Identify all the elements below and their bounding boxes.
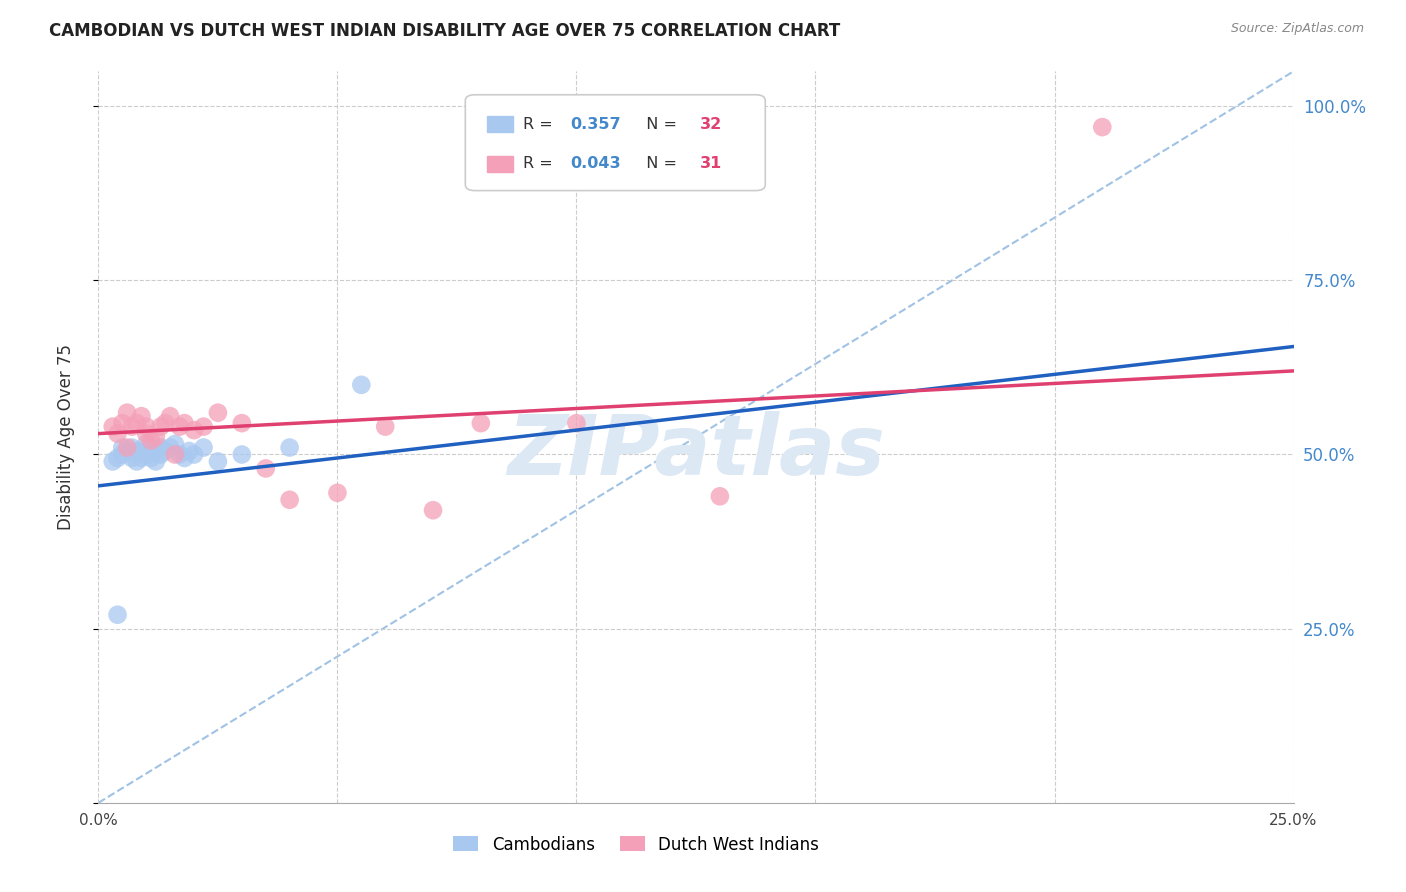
Text: CAMBODIAN VS DUTCH WEST INDIAN DISABILITY AGE OVER 75 CORRELATION CHART: CAMBODIAN VS DUTCH WEST INDIAN DISABILIT…: [49, 22, 841, 40]
Point: [149, 448, 172, 462]
Point: [254, 461, 277, 475]
Point: [121, 450, 143, 465]
Point: [139, 450, 162, 465]
Point: [709, 489, 731, 503]
Point: [278, 492, 301, 507]
Y-axis label: Disability Age Over 75: Disability Age Over 75: [56, 344, 75, 530]
Point: [111, 441, 134, 455]
Text: 31: 31: [700, 156, 721, 171]
Point: [149, 441, 172, 455]
Point: [111, 448, 134, 462]
Text: ZIPatlas: ZIPatlas: [508, 411, 884, 492]
Point: [159, 441, 181, 455]
Point: [163, 437, 186, 451]
Point: [111, 416, 134, 430]
Point: [374, 419, 396, 434]
Point: [115, 444, 138, 458]
Text: 0.043: 0.043: [571, 156, 621, 171]
Point: [139, 441, 162, 455]
Text: N =: N =: [636, 156, 682, 171]
Point: [125, 444, 148, 458]
Point: [115, 441, 138, 455]
Point: [159, 409, 181, 424]
Point: [101, 419, 124, 434]
Point: [231, 448, 253, 462]
Point: [350, 377, 373, 392]
Point: [145, 454, 167, 468]
Point: [179, 444, 201, 458]
Point: [107, 450, 129, 465]
Point: [107, 607, 129, 622]
Text: R =: R =: [523, 156, 558, 171]
Bar: [486, 156, 513, 172]
Point: [173, 416, 195, 430]
Text: Source: ZipAtlas.com: Source: ZipAtlas.com: [1230, 22, 1364, 36]
Point: [149, 419, 172, 434]
Point: [155, 444, 177, 458]
Point: [101, 454, 124, 468]
Point: [565, 416, 588, 430]
Point: [183, 423, 205, 437]
Point: [121, 441, 143, 455]
Point: [183, 448, 205, 462]
Point: [278, 441, 301, 455]
Point: [145, 430, 167, 444]
Point: [169, 419, 191, 434]
Point: [107, 426, 129, 441]
Point: [135, 426, 157, 441]
Point: [326, 485, 349, 500]
Point: [155, 416, 177, 430]
Point: [207, 406, 229, 420]
Bar: [486, 116, 513, 132]
Point: [135, 448, 157, 462]
Point: [193, 419, 215, 434]
Point: [139, 434, 162, 448]
Point: [125, 454, 148, 468]
Point: [125, 416, 148, 430]
Point: [173, 450, 195, 465]
Point: [207, 454, 229, 468]
Point: [231, 416, 253, 430]
Point: [163, 448, 186, 462]
Text: R =: R =: [523, 117, 558, 132]
Point: [115, 406, 138, 420]
Point: [193, 441, 215, 455]
Point: [131, 444, 153, 458]
Point: [121, 419, 143, 434]
Point: [1091, 120, 1114, 134]
Text: 0.357: 0.357: [571, 117, 621, 132]
Legend: Cambodians, Dutch West Indians: Cambodians, Dutch West Indians: [447, 829, 825, 860]
Point: [131, 450, 153, 465]
Point: [135, 419, 157, 434]
Point: [135, 437, 157, 451]
Point: [169, 448, 191, 462]
Text: N =: N =: [636, 117, 682, 132]
Point: [422, 503, 444, 517]
Text: 32: 32: [700, 117, 721, 132]
Point: [470, 416, 492, 430]
FancyBboxPatch shape: [465, 95, 765, 191]
Point: [131, 409, 153, 424]
Point: [145, 444, 167, 458]
